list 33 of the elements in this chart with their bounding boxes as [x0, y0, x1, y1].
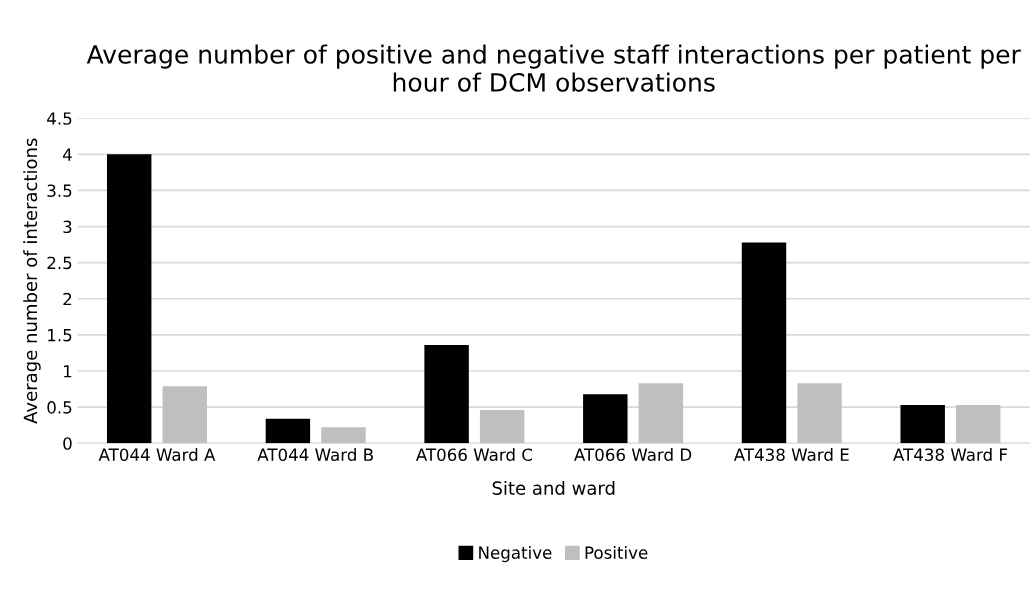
- bar: [797, 383, 842, 444]
- bar: [162, 386, 207, 444]
- x-tick-label: AT066 Ward D: [574, 448, 692, 462]
- legend-label: Negative: [479, 546, 552, 563]
- x-tick-label: AT066 Ward C: [415, 448, 533, 462]
- y-tick-label: 2.5: [47, 256, 72, 270]
- y-tick-label: 0: [63, 437, 72, 450]
- bar: [741, 242, 787, 444]
- x-tick-label: AT044 Ward B: [257, 448, 373, 462]
- bar: [106, 154, 152, 444]
- bar: [321, 427, 366, 444]
- y-axis-title: Average number of interactions: [23, 138, 41, 424]
- bar: [424, 345, 469, 444]
- bar: [583, 394, 628, 444]
- bar: [900, 404, 945, 444]
- x-axis-title: Site and ward: [492, 480, 615, 495]
- x-tick-label: AT438 Ward E: [733, 448, 849, 462]
- y-tick-label: 4.5: [47, 112, 72, 125]
- legend-label: Positive: [585, 546, 648, 559]
- x-tick-label: AT438 Ward F: [893, 448, 1008, 462]
- bar: [265, 418, 311, 444]
- x-tick-label: AT044 Ward A: [98, 448, 216, 462]
- y-tick-label: 1.5: [48, 329, 72, 342]
- y-tick-label: 3.5: [47, 184, 72, 197]
- bar: [479, 410, 525, 444]
- y-tick-label: 3: [63, 220, 72, 234]
- y-tick-label: 1: [63, 365, 72, 378]
- bar: [638, 383, 684, 444]
- y-tick-label: 2: [63, 292, 72, 306]
- y-tick-label: 0.5: [47, 401, 72, 414]
- y-tick-label: 4: [62, 148, 72, 161]
- bar: [956, 404, 1001, 444]
- chart-title: Average number of positive and negative staff interactions per patient per hour of DCM observations: [86, 44, 1021, 92]
